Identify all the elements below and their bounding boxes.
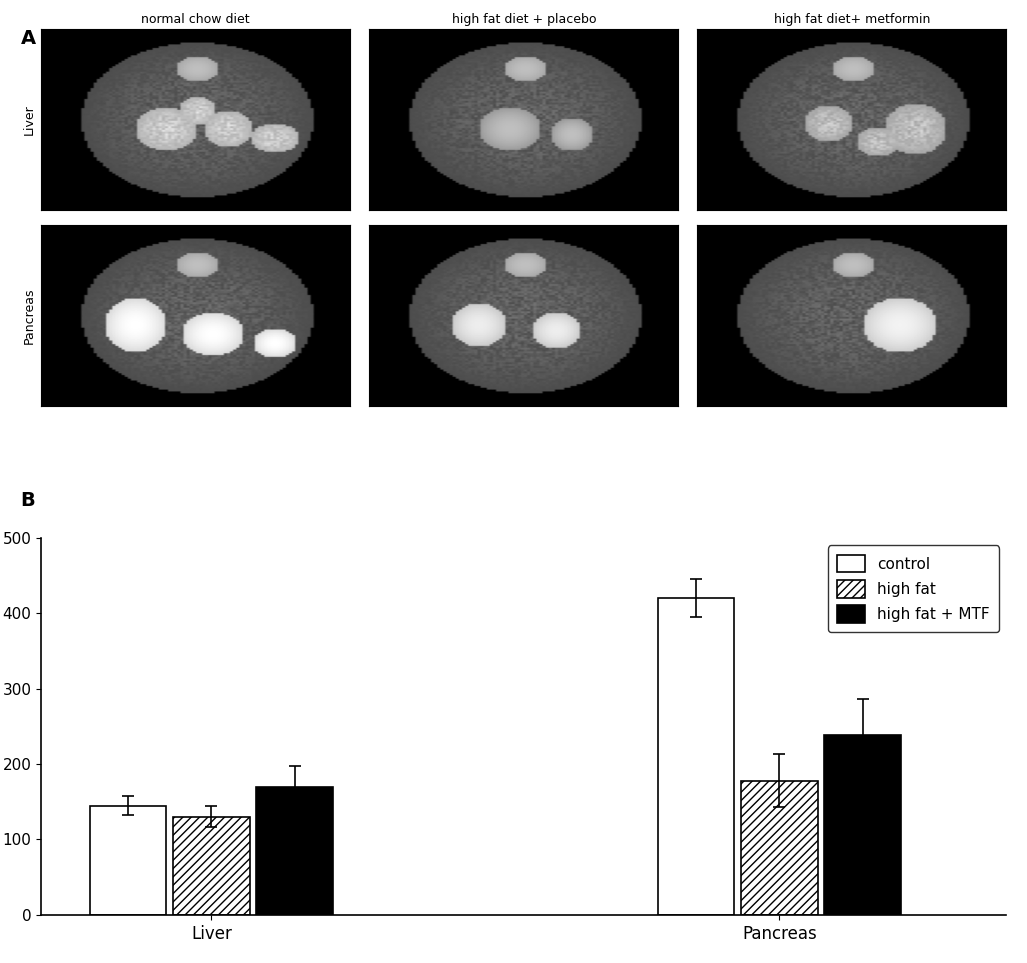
Bar <box>89 805 166 915</box>
Y-axis label: Liver: Liver <box>23 104 36 135</box>
Y-axis label: Pancreas: Pancreas <box>23 287 36 344</box>
Text: B: B <box>21 491 35 510</box>
Bar <box>174 817 250 915</box>
Bar <box>825 736 901 915</box>
Bar <box>741 781 817 915</box>
Bar <box>257 787 333 915</box>
Legend: control, high fat, high fat + MTF: control, high fat, high fat + MTF <box>828 545 999 632</box>
Title: high fat diet + placebo: high fat diet + placebo <box>452 13 596 26</box>
Title: high fat diet+ metformin: high fat diet+ metformin <box>773 13 929 26</box>
Title: normal chow diet: normal chow diet <box>142 13 251 26</box>
Text: A: A <box>21 29 36 48</box>
Bar <box>657 598 734 915</box>
